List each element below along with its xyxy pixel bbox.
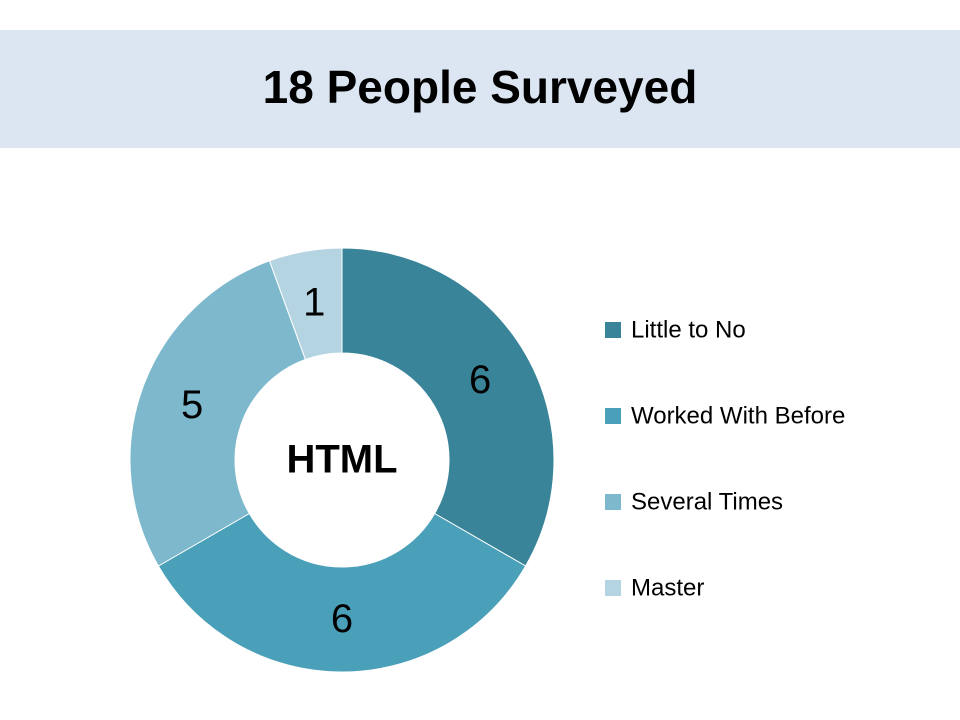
legend-swatch: [605, 494, 621, 510]
donut-slice: [268, 247, 343, 361]
legend-label: Master: [631, 574, 704, 601]
data-label: 5: [181, 383, 203, 427]
donut-slice: [129, 260, 307, 567]
legend-swatch: [605, 408, 621, 424]
donut-slice: [341, 247, 555, 567]
donut-slice: [157, 512, 527, 673]
data-label: 6: [469, 358, 491, 402]
data-label: 1: [303, 280, 325, 324]
legend-swatch: [605, 580, 621, 596]
data-label: 6: [331, 597, 353, 641]
center-label: HTML: [286, 438, 397, 482]
legend-swatch: [605, 322, 621, 338]
chart-title: 18 People Surveyed: [263, 61, 698, 113]
legend-label: Several Times: [631, 488, 783, 515]
legend-label: Little to No: [631, 316, 746, 343]
legend-label: Worked With Before: [631, 402, 845, 429]
title-band: [0, 30, 960, 148]
